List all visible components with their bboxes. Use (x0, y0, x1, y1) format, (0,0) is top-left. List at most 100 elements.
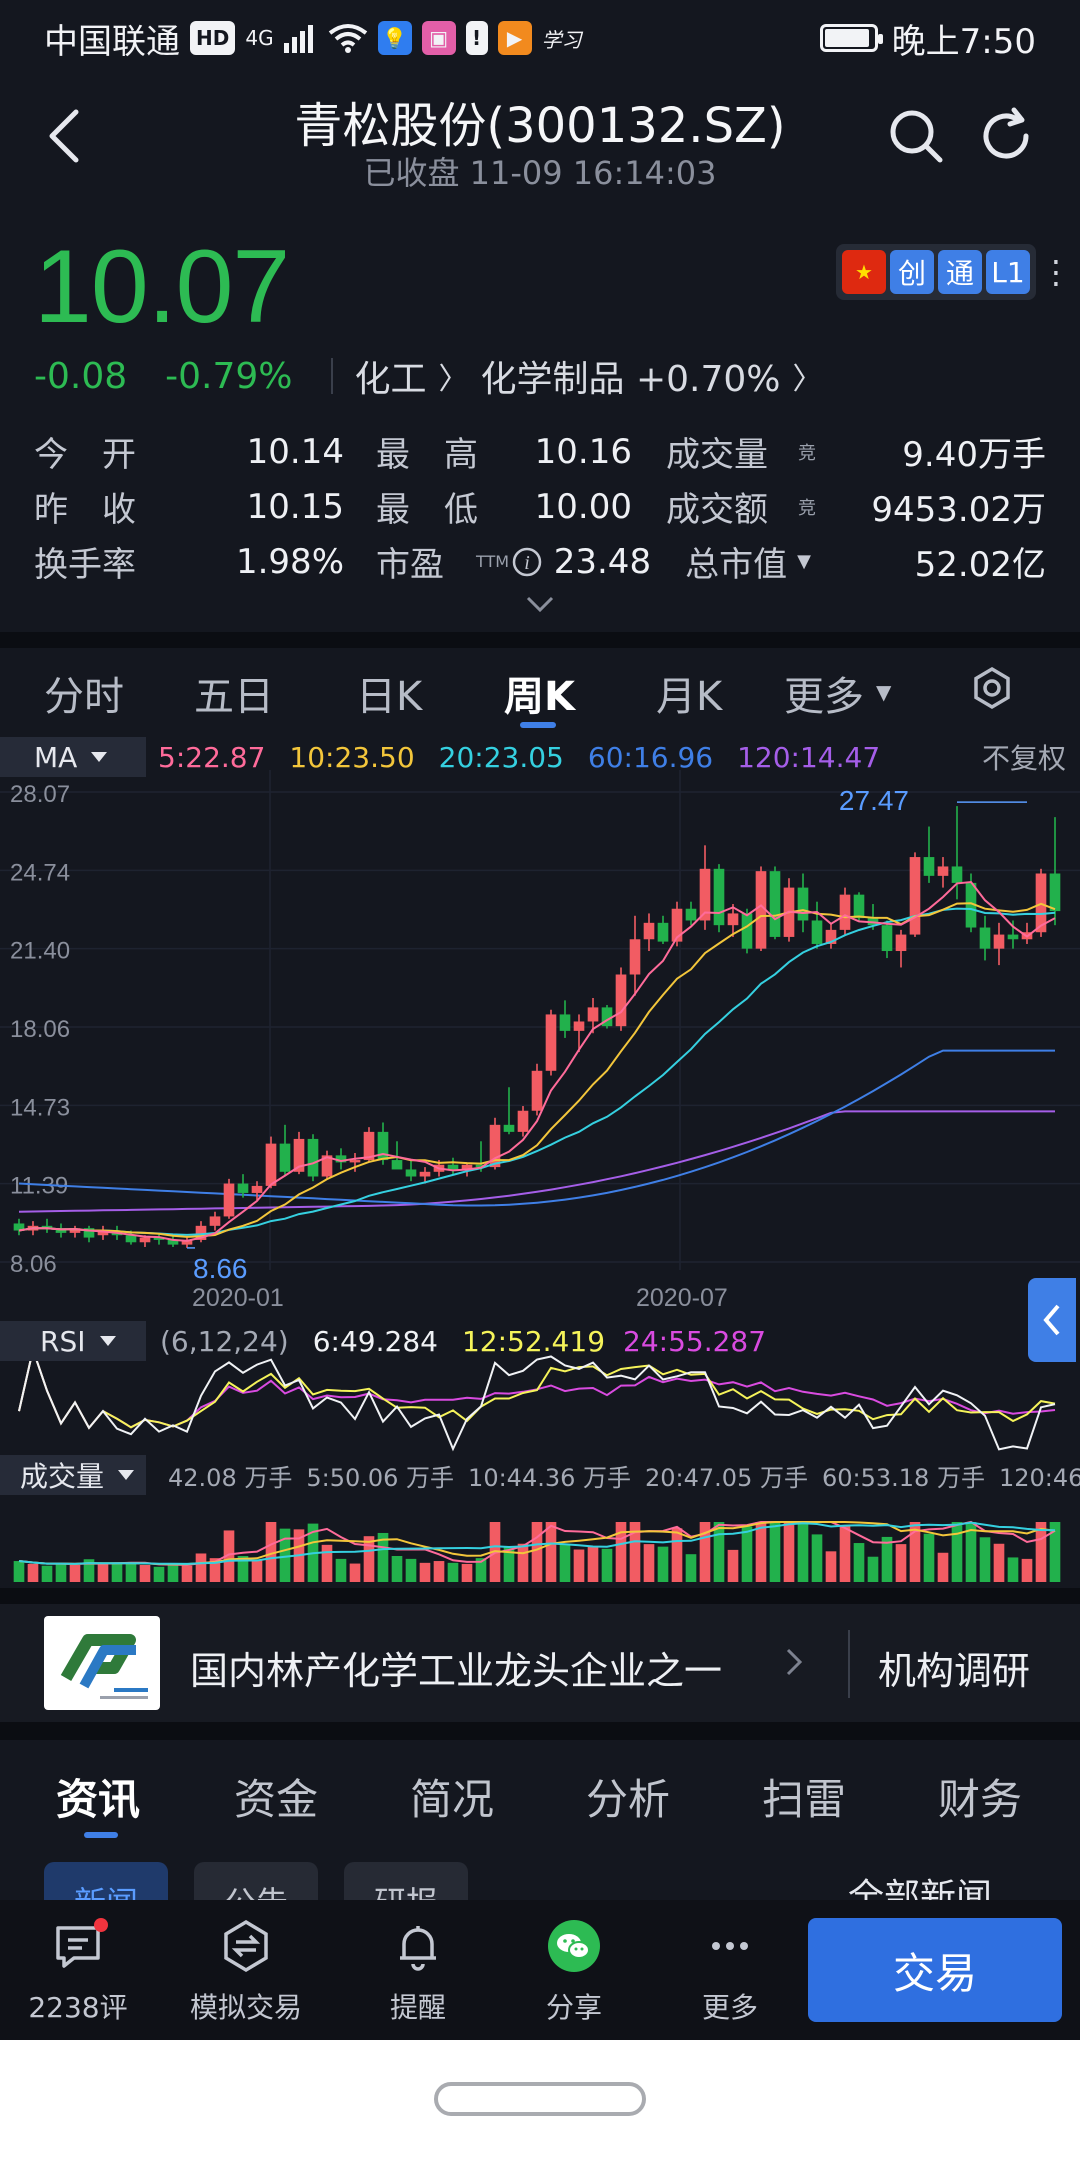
more-vert-icon[interactable]: ⋮ (1040, 253, 1072, 291)
chevron-right-icon: 〉 (438, 362, 469, 397)
vol-ma20-value: 20:47.05 万手 (645, 1463, 808, 1492)
refresh-icon[interactable] (976, 106, 1036, 166)
home-indicator[interactable] (434, 2082, 646, 2116)
caret-down-icon[interactable]: ▼ (876, 680, 892, 704)
candle-body (573, 1021, 585, 1031)
caret-down-icon[interactable]: ▼ (797, 551, 811, 572)
settings-icon[interactable] (970, 666, 1014, 710)
volume-bar (223, 1530, 235, 1582)
tab-news[interactable]: 资讯 (56, 1775, 141, 1824)
battery-icon (819, 24, 883, 52)
ma-indicator-select[interactable]: MA (0, 737, 146, 777)
nav-more[interactable]: 更多 (660, 1918, 800, 2026)
nav-simulate-trade[interactable]: 模拟交易 (176, 1918, 316, 2026)
volume-bar (853, 1543, 865, 1582)
stat-label[interactable]: 总市值 (685, 545, 788, 585)
volume-bar (13, 1561, 25, 1582)
nav-remind[interactable]: 提醒 (348, 1918, 488, 2026)
company-intro-text: 国内林产化学工业龙头企业之一 (190, 1649, 723, 1693)
tab-intraday[interactable]: 分时 (44, 674, 124, 720)
candle-body (335, 1155, 347, 1163)
stat-value: 9.40万手 (902, 435, 1046, 475)
tag-tong[interactable]: 通 (938, 250, 982, 294)
vol-ma20-line (18, 1521, 1056, 1565)
search-icon[interactable] (886, 106, 946, 166)
app-notification-icon: 💡 (377, 21, 412, 55)
rsi6-line (18, 1346, 1056, 1452)
section-divider (0, 1722, 1080, 1740)
notification-dot (94, 1918, 108, 1932)
china-flag-icon: ★ (842, 250, 886, 294)
tab-risk-scan[interactable]: 扫雷 (762, 1775, 847, 1824)
tab-more[interactable]: 更多 (784, 674, 864, 720)
volume-bar (657, 1546, 669, 1582)
volume-indicator-select[interactable]: 成交量 (0, 1455, 146, 1495)
tab-weekly-k[interactable]: 周K (504, 674, 575, 720)
nav-share[interactable]: 分享 (504, 1918, 644, 2026)
hd-icon: HD (190, 21, 236, 55)
candle-body (153, 1237, 165, 1240)
y-tick-label: 18.06 (10, 1016, 70, 1043)
back-icon[interactable] (40, 106, 90, 166)
ma5-line (18, 880, 1056, 1242)
ma10-value: 10:23.50 (289, 740, 415, 774)
industry-link[interactable]: 化工 〉 化学制品 +0.70% 〉 (330, 350, 823, 402)
stat-value: 23.48 (553, 541, 652, 582)
tab-monthly-k[interactable]: 月K (656, 674, 723, 720)
tag-chuang[interactable]: 创 (890, 250, 934, 294)
candle-body (349, 1160, 361, 1163)
candle-body (13, 1223, 25, 1231)
expand-down-icon[interactable] (522, 592, 558, 616)
info-icon[interactable]: i (511, 546, 543, 578)
status-bar: 中国联通 HD 4G 💡 ▣ ! ▶ 学习 晚上7:50 (0, 0, 1080, 76)
tab-funds[interactable]: 资金 (234, 1775, 319, 1824)
tag-level1[interactable]: L1 (986, 250, 1030, 294)
ma120-line (18, 1110, 1055, 1213)
ma-legend: MA 5:22.87 10:23.50 20:23.05 60:16.96 12… (0, 736, 1080, 778)
chip-announcements[interactable]: 公告 (194, 1862, 318, 1900)
x-tick-label: 2020-07 (636, 1284, 728, 1312)
volume-bar (377, 1532, 389, 1582)
rsi-indicator-select[interactable]: RSI (0, 1321, 146, 1361)
company-intro-bar[interactable]: 国内林产化学工业龙头企业之一 机构调研 (0, 1604, 1080, 1722)
volume-bar (839, 1525, 851, 1582)
svg-text:i: i (524, 552, 530, 574)
trade-button[interactable]: 交易 (808, 1918, 1062, 2022)
volume-bar (965, 1522, 977, 1582)
institutional-research-link[interactable]: 机构调研 (878, 1649, 1031, 1693)
news-filter-select[interactable]: 全部新闻 (848, 1877, 993, 1900)
candle-body (69, 1228, 81, 1233)
volume-bar (83, 1559, 95, 1582)
adjust-mode[interactable]: 不复权 (981, 742, 1066, 775)
candle-body (97, 1230, 109, 1236)
price-change: -0.08 (34, 355, 128, 397)
nav-share-label: 分享 (545, 1991, 602, 2024)
tab-profile[interactable]: 简况 (410, 1775, 495, 1824)
volume-bar (895, 1544, 907, 1582)
candle-body (951, 866, 963, 883)
ma5-value: 5:22.87 (158, 740, 266, 774)
volume-bar (475, 1558, 487, 1582)
y-tick-label: 21.40 (10, 938, 70, 965)
tab-financials[interactable]: 财务 (938, 1775, 1023, 1824)
candle-body (671, 908, 683, 942)
tab-analysis[interactable]: 分析 (586, 1775, 671, 1824)
volume-bar (461, 1563, 473, 1582)
tab-five-day[interactable]: 五日 (194, 674, 274, 720)
chip-news[interactable]: 新闻 (44, 1862, 168, 1900)
clock: 晚上7:50 (891, 21, 1036, 62)
candle-body (545, 1014, 557, 1071)
chip-research[interactable]: 研报 (344, 1862, 468, 1900)
ma10-line (18, 902, 1056, 1238)
nav-comments[interactable]: 2238评 (8, 1918, 148, 2026)
ma20-value: 20:23.05 (438, 740, 564, 774)
volume-bar (27, 1563, 39, 1582)
vol-ma120-value: 120:46.83 万手 (998, 1463, 1080, 1492)
tab-daily-k[interactable]: 日K (356, 674, 423, 720)
kline-chart[interactable]: 28.0724.7421.4018.0614.7311.398.0627.478… (0, 730, 1080, 1588)
candle-body (223, 1183, 235, 1217)
volume-bar (503, 1547, 515, 1582)
y-tick-label: 24.74 (10, 859, 70, 886)
candle-body (41, 1225, 53, 1229)
collapse-panel-button[interactable] (1028, 1278, 1076, 1362)
